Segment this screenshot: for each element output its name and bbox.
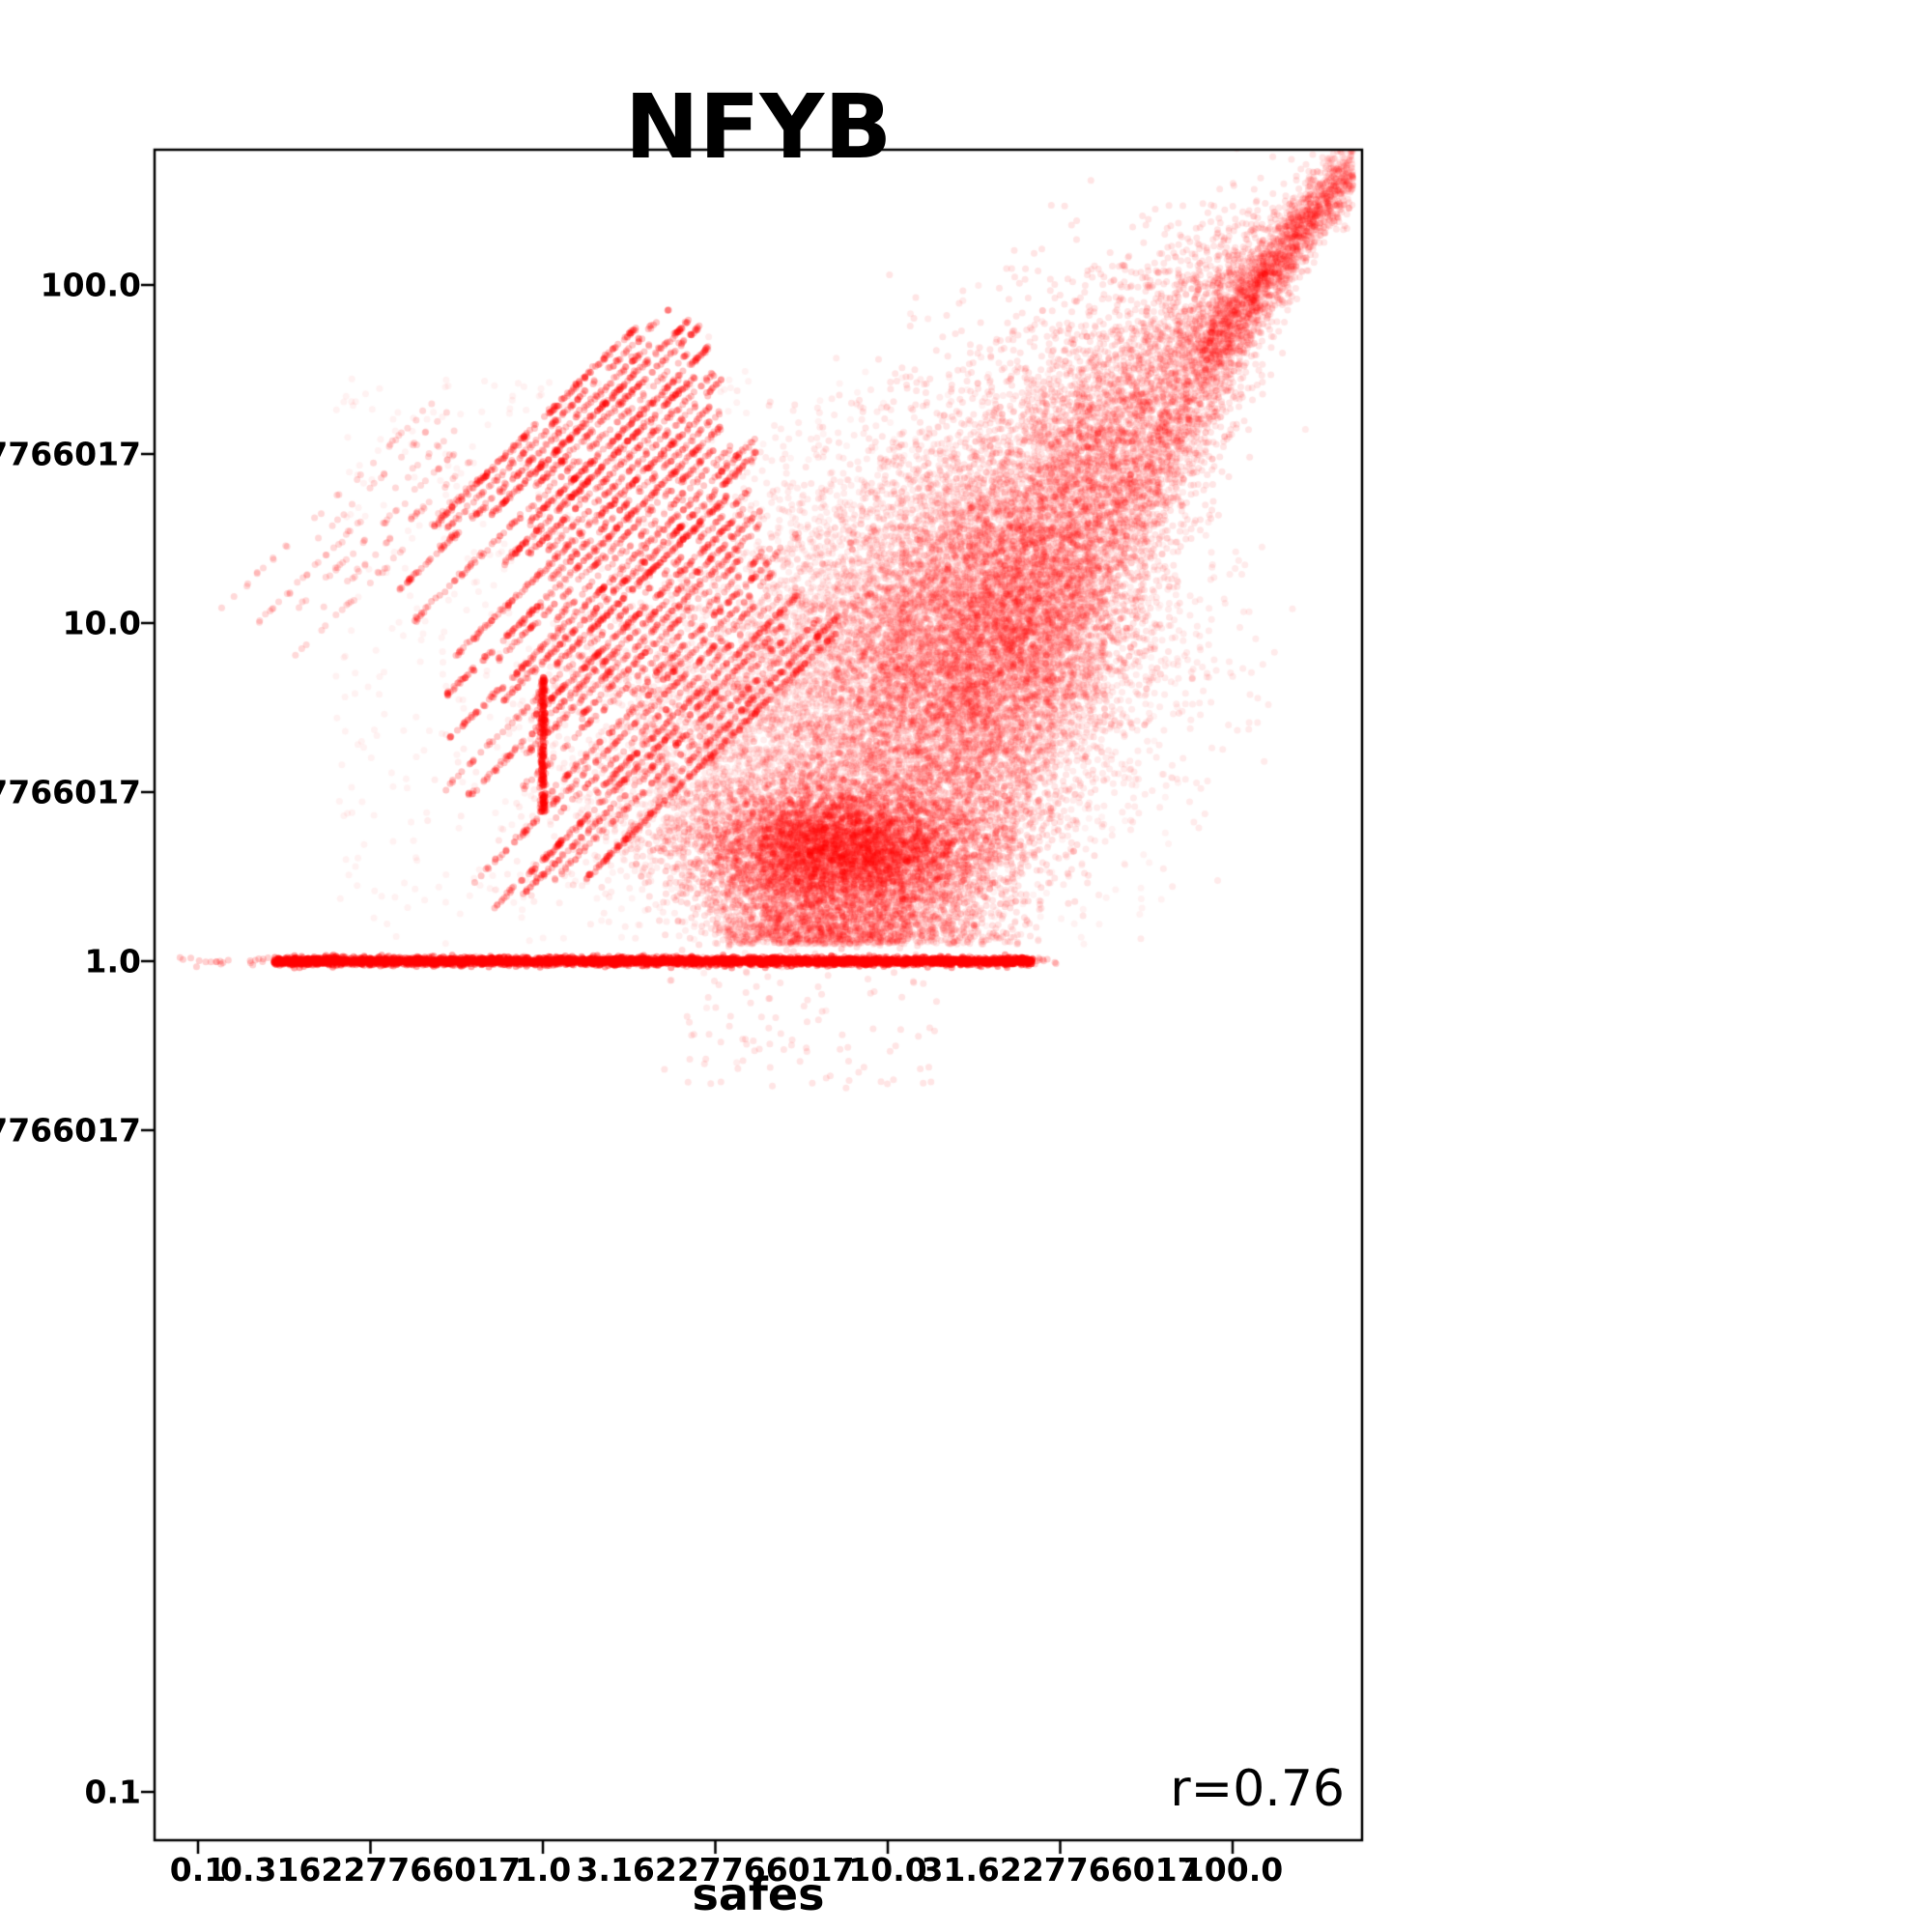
x-tick-label: 3.16227766017 [576,1851,855,1889]
x-tick-label: 1.0 [514,1851,572,1889]
x-tick-label: 31.6227766017 [921,1851,1200,1889]
x-axis-label: safes [692,1868,825,1920]
correlation-annotation: r=0.76 [1170,1760,1345,1818]
y-tick-label: 3.16227766017 [0,773,141,811]
y-tick-label: 100.0 [40,266,141,304]
x-tick-label: 0.1 [169,1851,227,1889]
y-tick-label: 31.6227766017 [0,435,141,473]
y-tick-label: 0.316227766017 [0,1111,141,1150]
x-tick-label: 100.0 [1181,1851,1284,1889]
chart-title: NFYB [624,75,893,179]
y-tick-label: 1.0 [84,942,141,980]
y-tick-label: 10.0 [62,604,141,642]
x-tick-label: 10.0 [848,1851,927,1889]
x-tick-label: 0.316227766017 [219,1851,522,1889]
y-tick-label: 0.1 [84,1773,141,1811]
